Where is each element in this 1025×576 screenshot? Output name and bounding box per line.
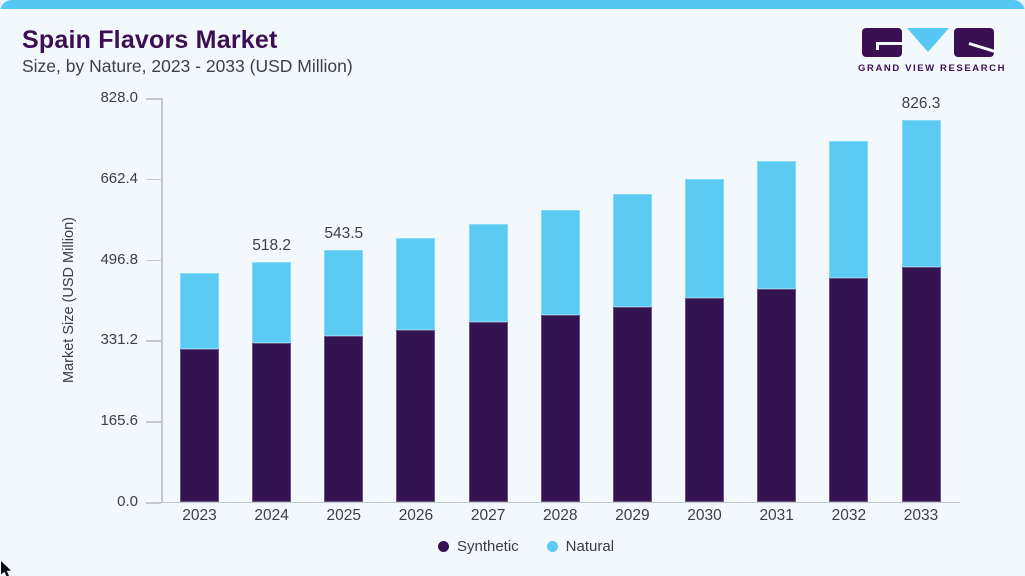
y-tick-mark <box>146 421 161 423</box>
bar-2023 <box>180 272 219 502</box>
y-tick-label: 662.4 <box>100 169 138 187</box>
bar-2026 <box>396 237 436 502</box>
natural-segment <box>252 262 292 344</box>
y-tick-label: 165.6 <box>100 412 138 430</box>
chart-legend: Synthetic Natural <box>26 538 1025 555</box>
bar-2033 <box>901 119 941 502</box>
logo-g-hook <box>876 42 879 50</box>
legend-label: Synthetic <box>456 538 519 555</box>
accent-top-bar <box>0 0 1025 9</box>
natural-segment <box>612 194 652 308</box>
x-axis-label: 2023 <box>182 507 217 524</box>
legend-label: Natural <box>565 538 615 555</box>
logo-r-icon <box>954 28 994 57</box>
natural-segment <box>396 237 436 330</box>
legend-dot-icon <box>437 541 449 552</box>
natural-segment <box>901 119 941 268</box>
x-axis-label: 2027 <box>470 507 506 524</box>
x-axis-label: 2026 <box>398 507 434 524</box>
x-axis-label: 2032 <box>831 507 867 524</box>
legend-item-natural: Natural <box>546 538 615 555</box>
bar-value-label: 826.3 <box>901 94 941 112</box>
y-axis-title: Market Size (USD Million) <box>55 98 83 502</box>
bar-2030 <box>685 179 725 502</box>
synthetic-segment <box>468 321 508 502</box>
x-axis-label: 2028 <box>543 507 578 524</box>
synthetic-segment <box>757 288 797 502</box>
y-tick-label: 496.8 <box>100 250 138 268</box>
y-axis-line <box>161 98 163 502</box>
x-axis-label: 2025 <box>326 507 362 524</box>
bar-2031 <box>757 161 797 502</box>
mouse-cursor-icon <box>1 561 11 576</box>
synthetic-segment <box>685 298 725 502</box>
natural-segment <box>324 250 364 337</box>
natural-segment <box>468 224 508 322</box>
logo-r-line <box>968 42 994 55</box>
bar-2032 <box>829 141 869 502</box>
bar-2025 <box>324 250 364 502</box>
bar-2027 <box>468 224 508 502</box>
y-tick-label: 0.0 <box>117 493 138 510</box>
gvr-logo-marks <box>858 28 998 58</box>
synthetic-segment <box>324 336 364 502</box>
synthetic-segment <box>180 348 219 502</box>
bar-2024 <box>252 262 292 502</box>
logo-v-icon <box>907 28 949 52</box>
legend-dot-icon <box>546 541 558 552</box>
logo-wordmark: GRAND VIEW RESEARCH <box>858 63 1007 74</box>
synthetic-segment <box>829 278 869 502</box>
gvr-logo: GRAND VIEW RESEARCH <box>858 28 1007 74</box>
page-subtitle: Size, by Nature, 2023 - 2033 (USD Millio… <box>22 56 353 76</box>
page-title: Spain Flavors Market <box>22 26 278 54</box>
y-tick-mark <box>146 98 161 100</box>
x-axis-line <box>146 501 960 503</box>
bar-2029 <box>612 194 652 502</box>
bar-value-label: 518.2 <box>252 237 292 255</box>
logo-g-icon <box>862 28 902 57</box>
y-tick-mark <box>146 178 161 181</box>
y-tick-mark <box>146 502 161 504</box>
bar-2028 <box>540 209 580 502</box>
natural-segment <box>829 141 869 279</box>
y-tick-mark <box>146 259 161 262</box>
natural-segment <box>757 161 797 289</box>
y-tick-mark <box>146 340 161 342</box>
natural-segment <box>180 272 219 349</box>
synthetic-segment <box>540 314 580 502</box>
natural-segment <box>685 179 725 299</box>
x-axis-label: 2024 <box>254 507 289 524</box>
logo-g-line <box>876 42 902 45</box>
bar-value-label: 543.5 <box>324 225 364 243</box>
legend-item-synthetic: Synthetic <box>437 538 519 555</box>
y-axis-title-text: Market Size (USD Million) <box>61 217 78 383</box>
synthetic-segment <box>396 329 436 502</box>
x-axis-label: 2029 <box>615 507 650 524</box>
x-axis-label: 2030 <box>687 507 722 524</box>
natural-segment <box>540 209 580 315</box>
synthetic-segment <box>612 307 652 502</box>
synthetic-segment <box>252 343 292 502</box>
synthetic-segment <box>901 267 941 502</box>
y-tick-label: 828.0 <box>100 89 138 106</box>
x-axis-label: 2033 <box>903 507 939 524</box>
x-axis-label: 2031 <box>759 507 794 524</box>
y-tick-label: 331.2 <box>100 331 138 349</box>
